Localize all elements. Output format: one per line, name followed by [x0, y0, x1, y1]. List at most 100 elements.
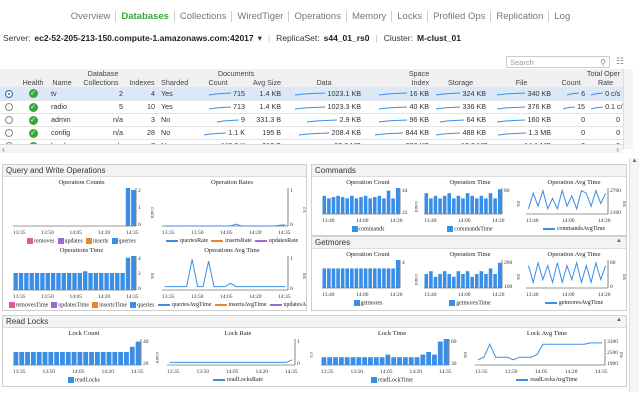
bar[interactable] [452, 276, 456, 288]
nav-wiredtiger[interactable]: WiredTiger [231, 10, 288, 22]
db-name[interactable]: admin [48, 113, 76, 127]
col-name[interactable]: Name [48, 78, 76, 87]
scroll-right-icon[interactable]: › [616, 145, 619, 154]
bar[interactable] [438, 198, 442, 214]
bar[interactable] [437, 341, 443, 365]
bar[interactable] [429, 271, 433, 288]
bar[interactable] [368, 198, 372, 214]
bar[interactable] [456, 195, 461, 214]
legend-item[interactable]: getmores [353, 300, 383, 306]
bar[interactable] [391, 357, 397, 365]
bar[interactable] [120, 273, 125, 290]
bar[interactable] [115, 273, 120, 290]
col-indexes[interactable]: Indexes [126, 78, 159, 87]
row-select-radio[interactable] [5, 89, 13, 98]
bar[interactable] [424, 193, 429, 214]
bar[interactable] [391, 268, 395, 288]
bar[interactable] [493, 198, 497, 214]
bar[interactable] [350, 195, 354, 214]
bar[interactable] [363, 195, 368, 214]
db-name[interactable]: tv [48, 87, 76, 101]
legend-item[interactable]: queriesRate [165, 238, 208, 244]
search-icon[interactable]: ⚲ [600, 58, 606, 67]
col-count[interactable]: Count [188, 78, 249, 87]
bar[interactable] [391, 198, 395, 214]
bar[interactable] [331, 197, 336, 214]
legend-item[interactable]: insertsRate [211, 238, 252, 244]
legend-item[interactable]: readLocks [68, 377, 100, 383]
legend-item[interactable]: queries [111, 238, 136, 244]
bar[interactable] [372, 268, 377, 288]
bar[interactable] [65, 352, 71, 365]
bar[interactable] [29, 273, 34, 290]
bar[interactable] [345, 198, 350, 214]
col-avg-size[interactable]: Avg Size [248, 78, 285, 87]
bar[interactable] [345, 268, 350, 288]
bar[interactable] [77, 352, 83, 365]
bar[interactable] [470, 276, 474, 288]
table-row[interactable]: ✓ tv 2 4 Yes 715 1.4 KB 1023.1 KB 16 KB 324 K… [0, 87, 624, 101]
bar[interactable] [452, 198, 456, 214]
bar[interactable] [484, 198, 488, 214]
bar[interactable] [34, 273, 40, 290]
bar[interactable] [18, 273, 24, 290]
bar[interactable] [442, 271, 447, 288]
legend-item[interactable]: removesTime [8, 302, 48, 308]
col-health[interactable]: Health [18, 78, 48, 87]
bar[interactable] [402, 357, 408, 365]
legend-item[interactable]: updates [57, 238, 83, 244]
nav-memory[interactable]: Memory [345, 10, 391, 22]
legend-item[interactable]: getmoresAvgTime [544, 300, 603, 306]
bar[interactable] [54, 352, 60, 365]
legend-item[interactable]: updatesA [269, 302, 306, 308]
bar[interactable] [368, 268, 372, 288]
bar[interactable] [397, 357, 402, 365]
bar[interactable] [61, 273, 66, 290]
bar[interactable] [109, 273, 115, 290]
bar[interactable] [327, 357, 333, 365]
bar[interactable] [382, 268, 386, 288]
bar[interactable] [125, 257, 131, 290]
table-vertical-scrollbar[interactable] [623, 69, 633, 149]
bar[interactable] [42, 352, 48, 365]
legend-item[interactable]: readLocksRate [213, 377, 263, 383]
bar[interactable] [336, 195, 340, 214]
col-op-count[interactable]: Count [554, 78, 589, 87]
legend-item[interactable]: commands [351, 226, 385, 232]
col-storage[interactable]: Storage [432, 78, 490, 87]
bar[interactable] [104, 273, 109, 290]
bar[interactable] [36, 352, 42, 365]
col-rate[interactable]: Rate [588, 78, 624, 87]
bar[interactable] [331, 268, 336, 288]
table-row[interactable]: ✓ config n/a 28 No 1.1 K 195 B 208.4 KB 844 K… [0, 126, 624, 140]
series-line[interactable] [477, 342, 603, 361]
nav-overview[interactable]: Overview [70, 10, 111, 22]
bar[interactable] [497, 189, 502, 214]
legend-item[interactable]: updatesTime [51, 302, 89, 308]
bar[interactable] [340, 197, 345, 214]
bar[interactable] [479, 195, 484, 214]
bar[interactable] [479, 271, 484, 288]
bar[interactable] [24, 273, 29, 290]
bar[interactable] [77, 273, 83, 290]
bar[interactable] [484, 274, 488, 288]
collapse-icon[interactable]: ▲ [616, 317, 622, 323]
bar[interactable] [382, 198, 386, 214]
bar[interactable] [99, 273, 104, 290]
bar[interactable] [354, 268, 359, 288]
bar[interactable] [83, 352, 89, 365]
bar[interactable] [327, 198, 331, 214]
series-line[interactable] [527, 260, 607, 285]
nav-replication[interactable]: Replication [490, 10, 548, 22]
bar[interactable] [340, 268, 345, 288]
bar[interactable] [368, 357, 373, 365]
bar[interactable] [395, 188, 400, 214]
series-line[interactable] [164, 223, 286, 227]
bar[interactable] [377, 195, 382, 214]
bar[interactable] [432, 354, 437, 365]
bar[interactable] [433, 195, 438, 214]
nav-operations[interactable]: Operations [288, 10, 345, 22]
bar[interactable] [118, 352, 124, 365]
bar[interactable] [344, 357, 350, 365]
db-name[interactable]: config [48, 126, 76, 140]
